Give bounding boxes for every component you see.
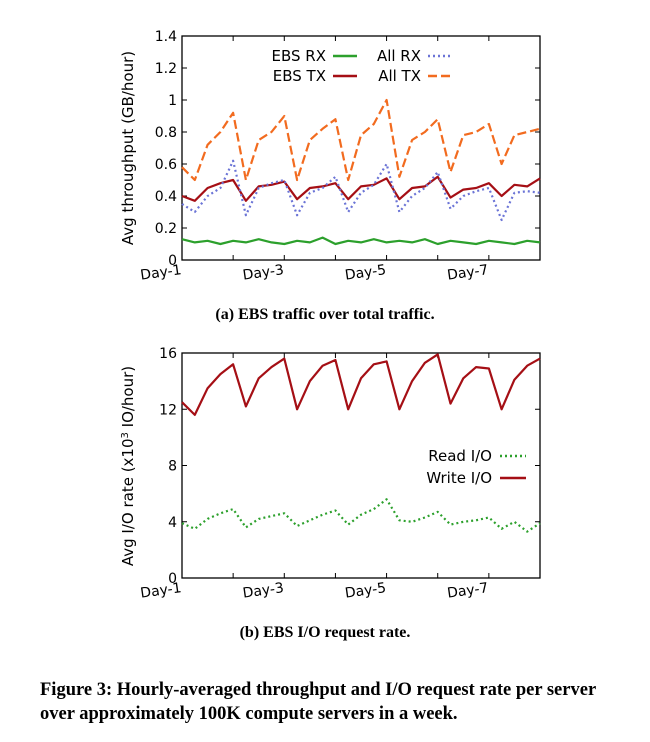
- x-tick-label: Day-7: [446, 580, 489, 602]
- legend-label: All RX: [377, 47, 421, 65]
- series-line: [181, 236, 541, 246]
- plot-frame: [181, 35, 541, 261]
- y-tick-label: 4: [168, 515, 177, 531]
- figure-caption: Figure 3: Hourly-averaged throughput and…: [40, 680, 596, 724]
- plot-area-b: 0 4 8 12 16 Day-1 Day-3 Day-5 Day-7 Read I/O Write…: [139, 346, 541, 602]
- x-tick-label: Day-3: [242, 262, 285, 284]
- y-axis-label: Avg throughput (GB/hour): [119, 51, 137, 245]
- series-line: [181, 353, 541, 417]
- x-tick-label: Day-5: [344, 262, 387, 284]
- chart-a: Avg throughput (GB/hour) 0 0.2 0.4 0.6 0.8 1 1…: [119, 29, 541, 284]
- plot-area-a: 0 0.2 0.4 0.6 0.8 1 1.2 1.4 Day-1 Day-3 Day-5 Day-7…: [139, 29, 541, 284]
- y-tick-label: 0: [168, 571, 177, 587]
- y-tick-label: 0.4: [155, 189, 177, 205]
- legend-label: Write I/O: [426, 469, 492, 487]
- legend-label: EBS RX: [272, 47, 327, 65]
- x-tick-label: Day-3: [242, 580, 285, 602]
- series-line: [181, 159, 541, 222]
- y-axis-label-exponent: 3: [120, 432, 131, 438]
- plot-frame: [181, 352, 541, 579]
- y-tick-label: 12: [159, 402, 177, 418]
- y-tick-label: 1.2: [155, 61, 177, 77]
- y-tick-label: 8: [168, 459, 177, 475]
- legend-label: EBS TX: [273, 67, 326, 85]
- y-tick-label: 0.2: [155, 221, 177, 237]
- subfigure-caption-a: (a) EBS traffic over total traffic.: [215, 306, 435, 323]
- y-tick-label: 1: [168, 93, 177, 109]
- y-tick-label: 1.4: [155, 29, 177, 45]
- legend-label: Read I/O: [428, 447, 492, 465]
- chart-b: Avg I/O rate (x103 IO/hour) 0 4 8 12 16 Day-1…: [119, 346, 541, 602]
- y-tick-label: 0.8: [155, 125, 177, 141]
- x-tick-label: Day-7: [446, 262, 489, 284]
- y-axis-label: Avg I/O rate (x103 IO/hour): [119, 366, 137, 566]
- x-tick-label: Day-1: [139, 262, 182, 284]
- y-tick-label: 16: [159, 346, 177, 362]
- series-line: [181, 498, 541, 533]
- y-axis-label-unit: IO/hour): [119, 366, 137, 432]
- series-line: [181, 175, 541, 202]
- y-tick-label: 0.6: [155, 157, 177, 173]
- legend-label: All TX: [378, 67, 421, 85]
- series-line: [181, 98, 541, 182]
- y-axis-label-text: Avg I/O rate (x10: [119, 438, 137, 566]
- x-tick-label: Day-5: [344, 580, 387, 602]
- subfigure-caption-b: (b) EBS I/O request rate.: [239, 624, 411, 641]
- x-tick-label: Day-1: [139, 580, 182, 602]
- y-tick-label: 0: [168, 253, 177, 269]
